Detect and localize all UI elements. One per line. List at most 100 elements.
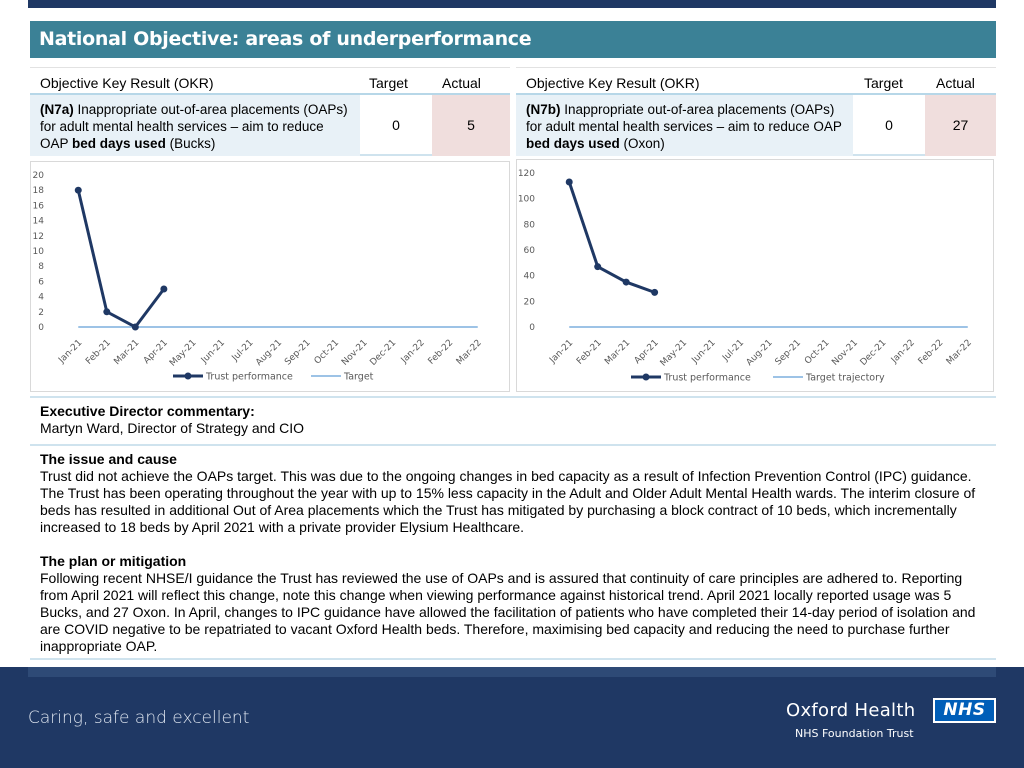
data-point bbox=[160, 285, 168, 293]
y-tick-label: 20 bbox=[33, 171, 45, 181]
issue-heading: The issue and cause bbox=[40, 451, 177, 467]
okr-desc-text: Inappropriate out-of-area placements (OA… bbox=[40, 102, 348, 151]
page-title: National Objective: areas of underperfor… bbox=[39, 28, 532, 50]
x-tick-label: Jul-21 bbox=[720, 338, 746, 364]
okr-desc-bold: bed days used bbox=[72, 136, 166, 151]
legend-label-target: Target trajectory bbox=[805, 373, 885, 384]
okr-row: (N7b) Inappropriate out-of-area placemen… bbox=[516, 95, 996, 156]
y-tick-label: 60 bbox=[524, 246, 536, 256]
org-name: Oxford Health bbox=[786, 700, 916, 721]
tagline: Caring, safe and excellent bbox=[28, 708, 250, 728]
data-point bbox=[74, 186, 82, 194]
data-point bbox=[103, 308, 111, 316]
okr-desc-suffix: (Oxon) bbox=[619, 136, 665, 151]
x-tick-label: May-21 bbox=[659, 338, 690, 369]
y-tick-label: 0 bbox=[529, 323, 535, 333]
y-tick-label: 12 bbox=[33, 232, 44, 242]
y-tick-label: 14 bbox=[33, 217, 45, 227]
org-subtitle: NHS Foundation Trust bbox=[795, 727, 914, 740]
x-tick-label: Jan-21 bbox=[547, 338, 575, 366]
okr-header-label: Objective Key Result (OKR) bbox=[40, 75, 214, 91]
x-tick-label: Aug-21 bbox=[745, 338, 775, 368]
legend-label-target: Target bbox=[343, 372, 374, 383]
okr-code: (N7a) bbox=[40, 102, 74, 117]
chart-bucks-svg: 0 2 4 6 8 10 12 14 16 18 20 Jan-21 Feb-21 Mar-21 Apr-2… bbox=[33, 171, 484, 383]
x-tick-label: Apr-21 bbox=[142, 338, 170, 366]
target-header-label: Target bbox=[369, 75, 408, 91]
actual-value: 27 bbox=[925, 95, 996, 156]
x-tick-label: Dec-21 bbox=[368, 338, 398, 368]
okr-header-label: Objective Key Result (OKR) bbox=[526, 75, 700, 91]
y-tick-label: 20 bbox=[524, 297, 536, 307]
y-tick-label: 2 bbox=[38, 308, 44, 318]
x-tick-label: Dec-21 bbox=[859, 338, 889, 368]
issue-text: Trust did not achieve the OAPs target. T… bbox=[40, 468, 976, 535]
x-tick-label: Nov-21 bbox=[830, 338, 860, 368]
x-tick-label: Mar-22 bbox=[455, 338, 484, 367]
legend-label-performance: Trust performance bbox=[663, 373, 751, 384]
x-tick-label: Aug-21 bbox=[254, 338, 284, 368]
y-tick-label: 4 bbox=[38, 293, 44, 303]
y-tick-label: 10 bbox=[33, 247, 45, 257]
x-tick-label: Jul-21 bbox=[230, 338, 256, 364]
x-tick-label: Oct-21 bbox=[313, 338, 341, 366]
okr-desc-suffix: (Bucks) bbox=[165, 136, 216, 151]
x-tick-label: Feb-22 bbox=[917, 338, 946, 367]
x-tick-label: Jan-21 bbox=[56, 338, 84, 366]
x-tick-label: Nov-21 bbox=[340, 338, 370, 368]
x-tick-label: Sep-21 bbox=[283, 338, 312, 367]
okr-panel-left: Objective Key Result (OKR) Target Actual… bbox=[30, 67, 510, 156]
nhs-logo: NHS bbox=[933, 698, 996, 723]
issue-plan-section: The issue and cause Trust did not achiev… bbox=[30, 451, 996, 655]
top-accent-bar bbox=[28, 0, 996, 8]
divider bbox=[30, 658, 996, 660]
data-point bbox=[565, 178, 573, 186]
data-point bbox=[622, 278, 630, 286]
actual-header-label: Actual bbox=[936, 75, 975, 91]
target-value: 0 bbox=[885, 117, 893, 133]
okr-description: (N7a) Inappropriate out-of-area placemen… bbox=[30, 95, 360, 156]
okr-header-row: Objective Key Result (OKR) Target Actual bbox=[30, 67, 510, 95]
title-bar: National Objective: areas of underperfor… bbox=[30, 21, 996, 58]
divider bbox=[30, 396, 996, 398]
actual-header-label: Actual bbox=[442, 75, 481, 91]
chart-oxon: 0 20 40 60 80 100 120 Jan-21 Feb-21 Mar-21 Apr-21 M… bbox=[516, 159, 994, 392]
x-tick-label: Mar-21 bbox=[603, 338, 632, 367]
x-tick-label: Apr-21 bbox=[633, 338, 661, 366]
target-value: 0 bbox=[392, 117, 400, 133]
legend-marker-performance bbox=[184, 372, 192, 380]
y-tick-label: 16 bbox=[33, 201, 45, 211]
data-point bbox=[594, 263, 602, 271]
okr-desc-text: Inappropriate out-of-area placements (OA… bbox=[526, 102, 842, 134]
target-header-label: Target bbox=[864, 75, 903, 91]
commentary-section: Executive Director commentary: Martyn Wa… bbox=[30, 403, 996, 437]
x-tick-label: Feb-21 bbox=[84, 338, 113, 367]
y-tick-label: 18 bbox=[33, 186, 45, 196]
okr-row: (N7a) Inappropriate out-of-area placemen… bbox=[30, 95, 510, 156]
okr-desc-bold: bed days used bbox=[526, 136, 620, 151]
x-tick-label: Jun-21 bbox=[690, 338, 718, 366]
okr-description: (N7b) Inappropriate out-of-area placemen… bbox=[516, 95, 853, 156]
y-tick-label: 100 bbox=[518, 195, 535, 205]
okr-panel-right: Objective Key Result (OKR) Target Actual… bbox=[516, 67, 996, 156]
x-tick-label: Mar-22 bbox=[945, 338, 974, 367]
x-tick-label: Sep-21 bbox=[774, 338, 803, 367]
x-tick-label: Jun-21 bbox=[199, 338, 227, 366]
footer-strip bbox=[28, 667, 996, 677]
legend-label-performance: Trust performance bbox=[205, 372, 293, 383]
plan-heading: The plan or mitigation bbox=[40, 553, 187, 569]
x-tick-label: Feb-21 bbox=[575, 338, 604, 367]
footer: Caring, safe and excellent Oxford Health… bbox=[0, 667, 1024, 768]
x-tick-label: Feb-22 bbox=[427, 338, 456, 367]
x-tick-label: Jan-22 bbox=[889, 338, 917, 366]
divider bbox=[30, 444, 996, 446]
y-tick-label: 0 bbox=[38, 323, 44, 333]
y-tick-label: 8 bbox=[38, 262, 44, 272]
series-line-performance bbox=[76, 189, 166, 329]
okr-header-row: Objective Key Result (OKR) Target Actual bbox=[516, 67, 996, 95]
x-tick-label: Jan-22 bbox=[399, 338, 427, 366]
series-line-performance bbox=[567, 181, 656, 294]
actual-value: 5 bbox=[432, 95, 510, 156]
x-tick-label: Mar-21 bbox=[112, 338, 141, 367]
